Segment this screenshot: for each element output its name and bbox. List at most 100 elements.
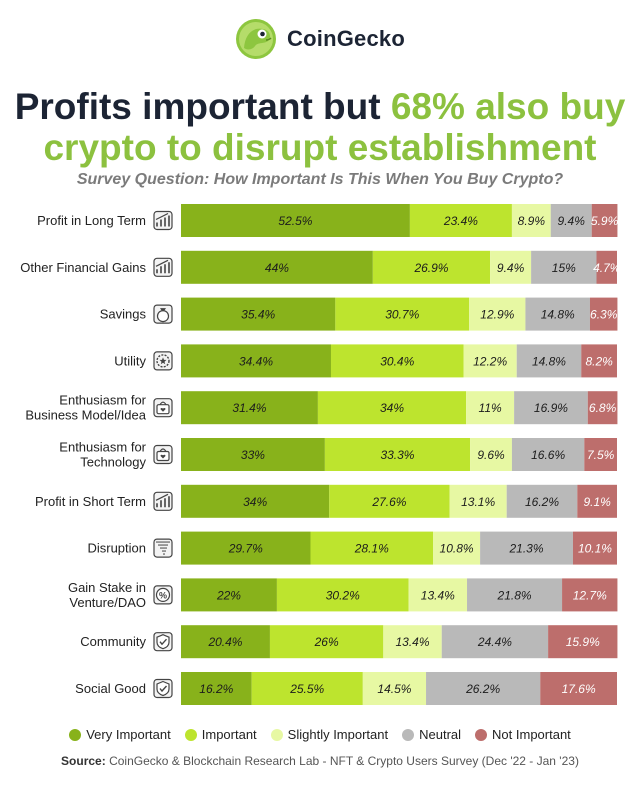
- data-label: 23.4%: [443, 214, 478, 228]
- brand-name: CoinGecko: [287, 26, 405, 51]
- data-label: 9.6%: [477, 448, 505, 462]
- data-label: 33.3%: [380, 448, 414, 462]
- bar-segment: [587, 391, 618, 425]
- bar-segment: [572, 531, 617, 565]
- source-note: Source: CoinGecko & Blockchain Research …: [0, 754, 640, 768]
- data-label: 30.2%: [326, 588, 360, 602]
- chart-growth-icon: [153, 491, 173, 511]
- legend-item: Not Important: [475, 727, 571, 742]
- bar-segment: [514, 391, 588, 425]
- bar-segment: [330, 344, 464, 378]
- data-label: 6.8%: [589, 401, 617, 415]
- bar-segment: [317, 391, 467, 425]
- bar-segment: [433, 531, 481, 565]
- data-label: 21.8%: [497, 588, 532, 602]
- data-label: 34.4%: [239, 354, 273, 368]
- bar-segment: [181, 438, 325, 471]
- bar-segment: [550, 204, 592, 237]
- bar-segment: [181, 578, 277, 612]
- bar-segment: [540, 672, 617, 705]
- data-label: 16.9%: [534, 401, 568, 415]
- gecko-logo-icon: [236, 19, 277, 59]
- data-label: 11%: [479, 401, 502, 415]
- bar-segment: [467, 578, 563, 612]
- category-label: Profit in Short Term: [35, 494, 146, 509]
- bar-segment: [596, 250, 617, 284]
- data-label: 4.7%: [593, 261, 621, 275]
- legend-label: Neutral: [419, 727, 462, 742]
- data-label: 16.2%: [199, 682, 233, 696]
- chart-row: Other Financial Gains 44% 26.9% 9.4% 15% 4.7%: [20, 250, 621, 284]
- data-label: 34%: [380, 401, 404, 415]
- category-label: Enthusiasm for: [59, 440, 146, 455]
- shield-check-icon: [153, 632, 173, 652]
- data-label: 10.1%: [578, 542, 612, 556]
- data-label: 34%: [243, 495, 267, 509]
- bar-segment: [466, 391, 515, 425]
- legend-item: Neutral: [402, 727, 461, 742]
- bar-segment: [372, 250, 491, 284]
- chart-row: Profit in Short Term 34% 27.6% 13.1% 16.2% 9.…: [35, 484, 617, 518]
- bar-segment: [511, 204, 551, 237]
- data-label: 28.1%: [354, 542, 389, 556]
- bar-segment: [490, 250, 532, 284]
- page-title: Profits important but 68% also buy crypt…: [0, 86, 640, 168]
- bar-segment: [470, 438, 512, 471]
- bar-segment: [449, 484, 507, 518]
- legend-swatch-icon: [402, 728, 415, 741]
- chart-row: Disruption 29.7% 28.1% 10.8% 21.3% 10.1%: [87, 531, 617, 565]
- data-label: 21.3%: [509, 542, 544, 556]
- data-label: 12.9%: [480, 308, 514, 322]
- bar-segment: [525, 297, 590, 331]
- bar-segment: [584, 438, 617, 471]
- bar-segment: [181, 344, 331, 378]
- percent-icon: %: [153, 585, 173, 605]
- bar-segment: [324, 438, 471, 471]
- legend-swatch-icon: [475, 728, 488, 741]
- data-label: 35.4%: [241, 308, 275, 322]
- data-label: 7.5%: [587, 448, 615, 462]
- category-label: Utility: [114, 353, 146, 368]
- data-label: 22%: [216, 588, 241, 602]
- bar-segment: [589, 297, 618, 331]
- data-label: 14.5%: [377, 682, 411, 696]
- tornado-icon: [153, 538, 173, 558]
- bar-segment: [426, 672, 541, 705]
- data-label: 10.8%: [440, 542, 474, 556]
- source-label: Source:: [61, 754, 106, 768]
- bar-segment: [463, 344, 517, 378]
- bar-segment: [581, 344, 617, 378]
- bar-segment: [408, 578, 468, 612]
- data-label: 14.8%: [532, 354, 566, 368]
- data-label: 13.4%: [421, 588, 455, 602]
- category-label: Disruption: [87, 541, 146, 556]
- data-label: 16.2%: [525, 495, 559, 509]
- legend-label: Important: [201, 727, 257, 742]
- chart-growth-icon: [153, 257, 173, 277]
- money-bag-icon: [153, 304, 173, 324]
- data-label: 8.9%: [518, 214, 546, 228]
- bar-segment: [181, 625, 270, 659]
- legend-item: Very Important: [69, 727, 171, 742]
- data-label: 30.4%: [380, 354, 414, 368]
- data-label: 15%: [552, 261, 576, 275]
- chart-legend: Very Important Important Slightly Importan…: [0, 727, 640, 742]
- category-label: Enthusiasm for: [59, 393, 146, 408]
- legend-item: Important: [184, 727, 257, 742]
- bar-segment: [562, 578, 618, 612]
- data-label: 14.8%: [541, 308, 575, 322]
- bar-segment: [335, 297, 470, 331]
- data-label: 44%: [265, 261, 289, 275]
- data-label: 17.6%: [562, 682, 596, 696]
- category-label: Business Model/Idea: [25, 408, 146, 423]
- bar-segment: [329, 484, 450, 518]
- legend-swatch-icon: [184, 728, 197, 741]
- data-label: 6.3%: [590, 308, 618, 322]
- bar-segment: [441, 625, 549, 659]
- shield-check-icon: [153, 678, 173, 699]
- heart-bag-icon: [153, 398, 173, 418]
- chart-row: Social Good 16.2% 25.5% 14.5% 26.2% 17.6%: [75, 672, 617, 705]
- data-label: 8.2%: [585, 354, 613, 368]
- bar-segment: [181, 391, 318, 425]
